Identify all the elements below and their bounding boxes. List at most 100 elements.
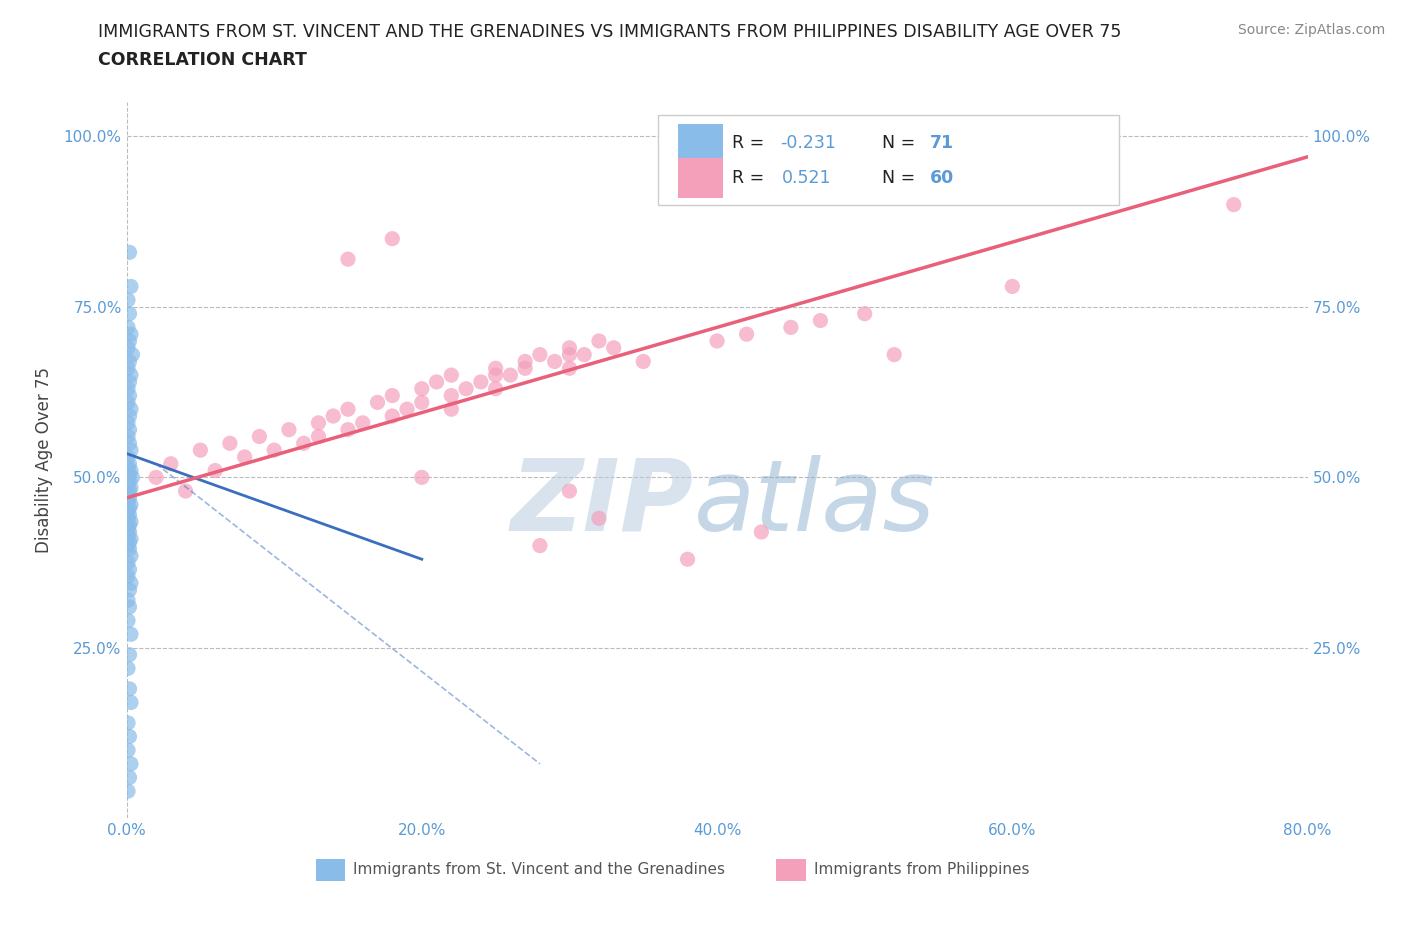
Point [117,555,139,570]
Point [120,279,142,294]
Point [188,443,212,458]
Point [118,375,141,390]
Point [484,361,508,376]
Point [120,531,142,546]
Point [118,541,141,556]
Point [117,521,139,536]
Point [117,661,139,676]
Point [484,381,508,396]
Point [120,443,142,458]
Text: R =: R = [733,169,770,187]
Point [118,600,141,615]
Text: IMMIGRANTS FROM ST. VINCENT AND THE GRENADINES VS IMMIGRANTS FROM PHILIPPINES DI: IMMIGRANTS FROM ST. VINCENT AND THE GREN… [98,23,1122,41]
Point [558,484,581,498]
Point [118,535,141,550]
Point [120,627,142,642]
Point [120,480,142,495]
Point [633,354,655,369]
Point [118,422,141,437]
Point [117,429,139,444]
Text: atlas: atlas [693,455,935,551]
Point [120,514,142,529]
Y-axis label: Disability Age Over 75: Disability Age Over 75 [35,367,52,553]
Point [706,334,728,349]
Point [118,354,141,369]
Text: 71: 71 [929,135,953,153]
Point [529,347,551,362]
Point [515,361,537,376]
Point [440,367,463,382]
Point [543,354,565,369]
Point [381,232,404,246]
Point [558,347,581,362]
FancyBboxPatch shape [678,124,723,163]
Point [117,569,139,584]
Point [117,494,139,509]
Point [574,347,596,362]
Point [117,715,139,730]
Point [588,334,610,349]
Point [440,388,463,403]
Point [121,470,143,485]
Point [470,375,492,390]
Point [396,402,419,417]
Point [118,484,141,498]
Point [118,729,141,744]
Point [118,408,141,423]
Point [120,498,142,512]
Point [117,459,139,474]
Point [425,375,447,390]
Point [118,388,141,403]
Point [117,477,139,492]
Point [558,361,581,376]
Text: -0.231: -0.231 [780,135,835,153]
Point [120,756,142,771]
Point [751,525,773,539]
Point [204,463,226,478]
FancyBboxPatch shape [776,858,806,882]
Point [381,388,404,403]
FancyBboxPatch shape [658,115,1119,205]
Point [118,500,141,515]
Point [278,422,301,437]
Point [118,562,141,577]
Point [118,245,141,259]
Point [118,306,141,321]
Point [174,484,197,498]
Point [1001,279,1024,294]
Point [120,402,142,417]
Point [118,525,141,539]
Text: 0.521: 0.521 [782,169,831,187]
Point [120,576,142,591]
Point [233,449,256,464]
Point [117,361,139,376]
Point [120,695,142,710]
Text: N =: N = [883,169,921,187]
FancyBboxPatch shape [678,158,723,198]
Point [118,467,141,482]
Text: Immigrants from St. Vincent and the Grenadines: Immigrants from St. Vincent and the Gren… [353,862,725,878]
Point [853,306,876,321]
Point [118,508,141,523]
Point [529,538,551,553]
Point [367,395,389,410]
Point [249,429,271,444]
Point [120,549,142,564]
Point [117,511,139,525]
Point [118,457,141,472]
Point [456,381,478,396]
Point [117,504,139,519]
Point [381,408,404,423]
Point [883,347,905,362]
Point [117,538,139,553]
Point [120,367,142,382]
Point [145,470,167,485]
Point [411,395,433,410]
Point [117,528,139,543]
Point [219,436,242,451]
Point [117,381,139,396]
Text: R =: R = [733,135,770,153]
Point [322,408,344,423]
Point [117,449,139,464]
Point [118,682,141,697]
